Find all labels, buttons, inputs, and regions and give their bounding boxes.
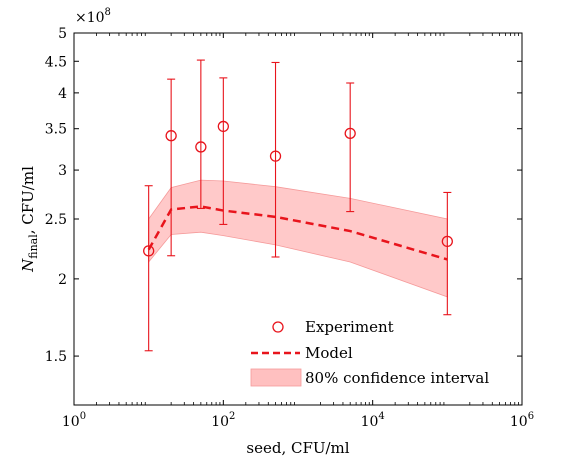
- y-tick-label-5: 4: [58, 86, 67, 102]
- experiment-point-6: [441, 235, 453, 248]
- y-tick-label-4: 3.5: [45, 122, 67, 138]
- tick-layer: 100 102 104 106 1.5 2 2.5 3 3.5 4 4.5 5: [45, 26, 534, 430]
- y-axis-label: Nfinal, CFU/ml: [19, 166, 40, 273]
- x-tick-label-0: 100: [62, 411, 86, 430]
- confidence-band-layer: [148, 179, 448, 298]
- experiment-point-3: [217, 120, 229, 133]
- experiment-point-layer: [143, 120, 453, 257]
- y-tick-label-6: 4.5: [45, 54, 67, 70]
- y-tick-label-1: 2: [58, 272, 67, 288]
- x-axis-label: seed, CFU/ml: [246, 439, 349, 457]
- experiment-point-0: [143, 245, 155, 257]
- y-tick-label-2: 2.5: [45, 212, 67, 228]
- legend-model-label: Model: [305, 344, 353, 362]
- legend-band-swatch: [250, 368, 302, 387]
- errorbar-layer: [144, 59, 452, 352]
- experiment-point-5: [344, 127, 356, 140]
- y-tick-label-3: 3: [58, 163, 67, 179]
- confidence-band: [148, 179, 448, 298]
- x-tick-label-2: 104: [361, 411, 385, 430]
- legend-experiment-marker: [272, 321, 284, 333]
- x-tick-label-3: 106: [510, 411, 534, 430]
- experiment-point-2: [195, 141, 207, 153]
- y-tick-label-0: 1.5: [45, 349, 67, 365]
- y-tick-label-7: 5: [58, 26, 67, 42]
- experiment-point-1: [165, 130, 177, 142]
- legend-band-label: 80% confidence interval: [305, 369, 489, 387]
- y-exponent-label: ×108: [75, 7, 111, 26]
- x-tick-label-1: 102: [211, 411, 235, 430]
- legend-experiment-label: Experiment: [305, 318, 394, 336]
- experiment-point-4: [269, 150, 282, 162]
- legend: Experiment Model 80% confidence interval: [250, 318, 489, 387]
